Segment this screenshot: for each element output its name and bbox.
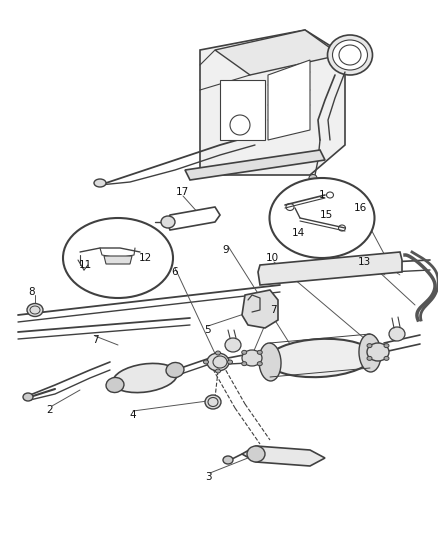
Ellipse shape	[215, 369, 220, 373]
Text: 12: 12	[138, 253, 151, 263]
Ellipse shape	[63, 218, 173, 298]
Ellipse shape	[269, 178, 374, 258]
Text: 3: 3	[204, 472, 211, 482]
Ellipse shape	[388, 327, 404, 341]
Ellipse shape	[223, 456, 233, 464]
Text: 13: 13	[357, 257, 370, 267]
Polygon shape	[258, 252, 401, 285]
Text: 7: 7	[269, 305, 276, 315]
Text: 7: 7	[92, 335, 98, 345]
Text: 1: 1	[318, 190, 325, 200]
Text: 8: 8	[28, 287, 35, 297]
Ellipse shape	[241, 350, 261, 366]
Polygon shape	[104, 256, 132, 264]
Polygon shape	[200, 30, 344, 175]
Polygon shape	[219, 80, 265, 140]
Ellipse shape	[383, 344, 388, 348]
Text: 4: 4	[129, 410, 136, 420]
Ellipse shape	[366, 343, 388, 361]
Ellipse shape	[23, 393, 33, 401]
Polygon shape	[267, 60, 309, 140]
Text: 17: 17	[175, 187, 188, 197]
Ellipse shape	[257, 350, 261, 354]
Ellipse shape	[327, 35, 372, 75]
Text: 10: 10	[265, 253, 278, 263]
Text: 11: 11	[78, 260, 92, 270]
Ellipse shape	[332, 40, 367, 70]
Ellipse shape	[257, 362, 261, 366]
Text: 2: 2	[46, 405, 53, 415]
Ellipse shape	[161, 216, 175, 228]
Ellipse shape	[225, 338, 240, 352]
Ellipse shape	[267, 339, 371, 377]
Polygon shape	[166, 207, 219, 230]
Ellipse shape	[205, 395, 220, 409]
Polygon shape	[241, 446, 324, 466]
Text: 15: 15	[319, 210, 332, 220]
Text: 6: 6	[171, 267, 178, 277]
Ellipse shape	[241, 362, 246, 366]
Polygon shape	[215, 30, 339, 75]
Polygon shape	[184, 150, 324, 180]
Ellipse shape	[258, 343, 280, 381]
Ellipse shape	[383, 357, 388, 360]
Ellipse shape	[106, 377, 124, 392]
Ellipse shape	[366, 357, 371, 360]
Text: 14: 14	[291, 228, 304, 238]
Ellipse shape	[366, 344, 371, 348]
Text: 16: 16	[353, 203, 366, 213]
Ellipse shape	[27, 303, 43, 317]
Ellipse shape	[203, 360, 208, 364]
Ellipse shape	[113, 364, 177, 393]
Ellipse shape	[207, 353, 229, 371]
Polygon shape	[241, 290, 277, 328]
Ellipse shape	[358, 334, 380, 372]
Ellipse shape	[215, 351, 220, 355]
Ellipse shape	[247, 446, 265, 462]
Ellipse shape	[308, 174, 316, 182]
Ellipse shape	[166, 362, 184, 377]
Ellipse shape	[241, 350, 246, 354]
Ellipse shape	[227, 360, 232, 364]
Text: 9: 9	[222, 245, 229, 255]
Ellipse shape	[230, 115, 249, 135]
Text: 5: 5	[204, 325, 211, 335]
Ellipse shape	[94, 179, 106, 187]
